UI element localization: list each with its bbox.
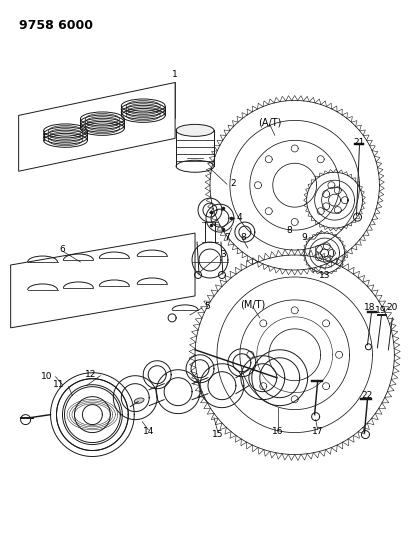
Text: 20: 20: [386, 303, 397, 312]
Text: 7: 7: [223, 232, 229, 241]
Text: 9758 6000: 9758 6000: [18, 19, 92, 31]
Text: 15: 15: [212, 430, 223, 439]
Text: 1: 1: [172, 70, 178, 79]
Text: 8: 8: [239, 232, 245, 241]
Text: 9: 9: [301, 232, 307, 241]
Text: 6: 6: [59, 245, 65, 254]
Text: 10: 10: [40, 372, 52, 381]
Text: 19: 19: [374, 306, 385, 316]
Text: 8: 8: [286, 225, 292, 235]
Text: 11: 11: [53, 380, 64, 389]
Text: (A/T): (A/T): [257, 117, 281, 127]
Text: 4: 4: [236, 213, 242, 222]
Text: 12: 12: [85, 370, 96, 379]
Text: 17: 17: [311, 427, 323, 436]
Text: 3: 3: [219, 249, 225, 259]
Ellipse shape: [176, 124, 213, 136]
Ellipse shape: [134, 398, 144, 403]
Text: 21: 21: [353, 138, 364, 147]
Text: 18: 18: [363, 303, 374, 312]
Text: (M/T): (M/T): [240, 300, 265, 310]
Text: 16: 16: [271, 427, 283, 436]
Text: 13: 13: [318, 271, 330, 280]
Text: 22: 22: [361, 391, 372, 400]
Text: 2: 2: [229, 179, 235, 188]
Text: 14: 14: [142, 427, 153, 436]
Text: 5: 5: [204, 302, 209, 311]
